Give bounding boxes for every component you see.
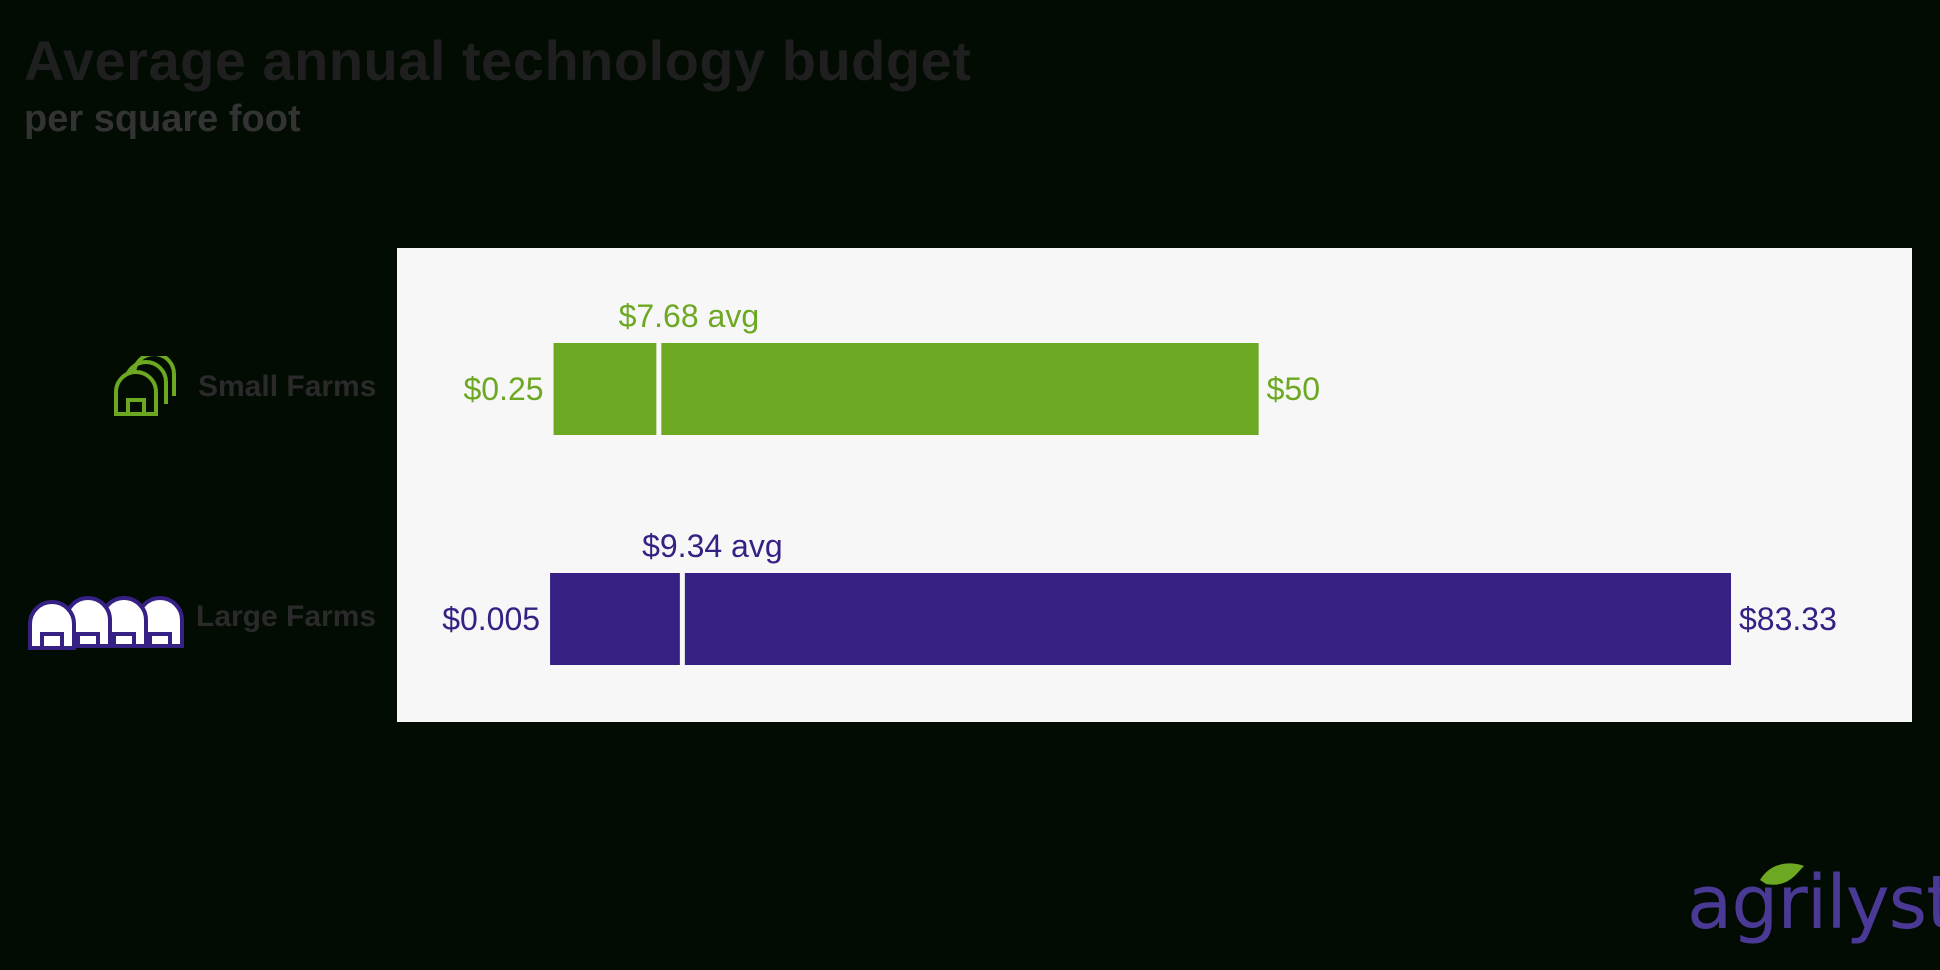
range-bar-large-farms [550, 573, 1732, 665]
greenhouses-icon [28, 596, 184, 650]
min-label-small-farms: $0.25 [463, 371, 543, 407]
max-label-small-farms: $50 [1267, 371, 1320, 407]
greenhouse-icon [114, 356, 176, 416]
leaf-icon [1760, 863, 1804, 885]
avg-label-large-farms: $9.34 avg [642, 528, 783, 564]
row-label-large-farms: Large Farms [196, 600, 377, 633]
range-bar-small-farms [553, 343, 1259, 435]
brand-logo: agrilyst [1687, 860, 1940, 946]
max-label-large-farms: $83.33 [1739, 601, 1837, 637]
row-label-small-farms: Small Farms [198, 370, 377, 403]
chart-title: Average annual technology budget [24, 29, 972, 92]
avg-label-small-farms: $7.68 avg [619, 298, 760, 334]
min-label-large-farms: $0.005 [442, 601, 540, 637]
chart-subtitle: per square foot [24, 98, 301, 140]
